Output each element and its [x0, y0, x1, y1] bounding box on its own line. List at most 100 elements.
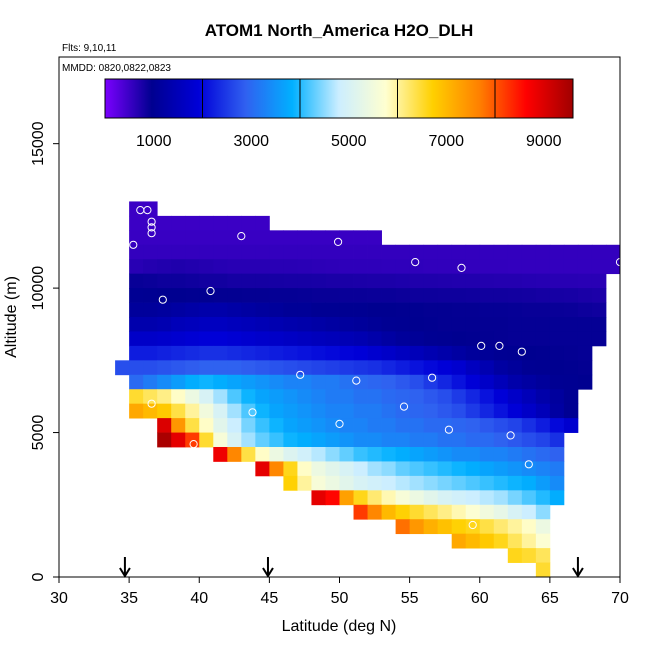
heatmap-cell — [437, 389, 453, 405]
heatmap-cell — [535, 302, 551, 318]
flight-point — [143, 206, 152, 215]
heatmap-cell — [353, 490, 368, 506]
heatmap-cell — [311, 374, 326, 390]
heatmap-cell — [199, 331, 214, 347]
heatmap-cell — [255, 432, 270, 448]
flight-point — [411, 258, 420, 267]
heatmap-cell — [311, 302, 326, 318]
heatmap-cell — [213, 447, 228, 462]
heatmap-cell — [199, 288, 214, 303]
heatmap-cell — [493, 447, 509, 462]
heatmap-cell — [535, 374, 551, 390]
heatmap-cell — [283, 403, 298, 419]
heatmap-cell — [395, 302, 411, 318]
heatmap-cell — [255, 461, 270, 477]
heatmap-cell — [451, 490, 467, 506]
heatmap-cell — [535, 461, 551, 477]
heatmap-cell — [549, 331, 565, 347]
heatmap-cell — [325, 389, 340, 405]
heatmap-cell — [521, 432, 537, 448]
heatmap-cell — [143, 230, 158, 246]
heatmap-cell — [465, 360, 481, 376]
heatmap-cell — [493, 244, 509, 260]
heatmap-cell — [451, 461, 467, 477]
heatmap-cell — [423, 418, 439, 433]
heatmap-cell — [157, 418, 172, 433]
heatmap-cell — [507, 418, 523, 433]
heatmap-cell — [325, 317, 340, 332]
heatmap-cell — [171, 418, 186, 433]
flight-point — [495, 341, 504, 350]
heatmap-cell — [367, 317, 382, 332]
heatmap-cell — [577, 360, 593, 376]
heatmap-cell — [605, 244, 621, 260]
colorbar-tick-label: 9000 — [526, 133, 562, 150]
heatmap-cell — [423, 504, 439, 520]
colorbar-tick-label: 1000 — [136, 133, 172, 150]
heatmap-cell — [339, 490, 354, 506]
heatmap-cell — [143, 273, 158, 289]
heatmap-cell — [465, 345, 481, 361]
heatmap-cell — [395, 475, 411, 491]
heatmap-cell — [353, 360, 368, 376]
heatmap-cell — [325, 302, 340, 318]
heatmap-cell — [269, 374, 284, 390]
heatmap-cell — [241, 447, 256, 462]
heatmap-cell — [451, 533, 467, 549]
heatmap-cell — [563, 403, 579, 419]
heatmap-cell — [185, 230, 200, 246]
flight-point — [399, 402, 409, 411]
heatmap-cell — [143, 374, 158, 390]
flight-point — [524, 460, 533, 469]
heatmap-cell — [339, 403, 354, 419]
heatmap-cell — [409, 288, 425, 303]
heatmap-cell — [493, 317, 509, 332]
heatmap-cell — [437, 418, 453, 433]
heatmap-cell — [507, 374, 523, 390]
heatmap-cell — [353, 447, 368, 462]
flight-point — [428, 373, 437, 382]
heatmap-cell — [171, 244, 186, 260]
heatmap-cell — [255, 244, 270, 260]
heatmap-cell — [395, 389, 411, 405]
heatmap-cell — [381, 273, 396, 289]
heatmap-cell — [521, 360, 537, 376]
heatmap-cell — [213, 331, 228, 347]
y-axis-ticks: 0 5000 10000 15000 — [30, 121, 59, 581]
heatmap-cell — [423, 490, 439, 506]
heatmap-cell — [311, 317, 326, 332]
heatmap-cell — [185, 418, 200, 433]
heatmap-cell — [227, 215, 242, 231]
heatmap-cell — [171, 389, 186, 405]
heatmap-cell — [311, 432, 326, 448]
heatmap-cell — [395, 244, 411, 260]
heatmap-cell — [409, 418, 425, 433]
heatmap-cell — [563, 317, 579, 332]
heatmap-cell — [213, 215, 228, 231]
heatmap-cell — [241, 360, 256, 376]
x-axis-label: Latitude (deg N) — [282, 618, 397, 635]
flight-point — [334, 237, 343, 246]
heatmap-cell — [381, 418, 396, 433]
heatmap-cell — [255, 215, 270, 231]
heatmap-cell — [409, 490, 425, 506]
heatmap-cell — [451, 519, 467, 535]
heatmap-cell — [129, 288, 144, 303]
heatmap-cell — [479, 360, 495, 376]
heatmap-cell — [563, 389, 579, 405]
heatmap-cell — [353, 288, 368, 303]
colorbar-tick-labels: 1000 3000 5000 7000 9000 — [136, 133, 562, 150]
heatmap-cell — [353, 230, 368, 246]
heatmap-cell — [409, 504, 425, 520]
heatmap-cell — [493, 432, 509, 448]
heatmap-cell — [227, 259, 242, 275]
heatmap-cell — [325, 345, 340, 361]
heatmap-cell — [255, 374, 270, 390]
heatmap-cell — [269, 273, 284, 289]
heatmap-cell — [143, 403, 158, 419]
heatmap-cell — [381, 360, 396, 376]
heatmap-cell — [395, 288, 411, 303]
heatmap-cell — [339, 230, 354, 246]
heatmap-cell — [171, 360, 186, 376]
heatmap-cell — [479, 331, 495, 347]
